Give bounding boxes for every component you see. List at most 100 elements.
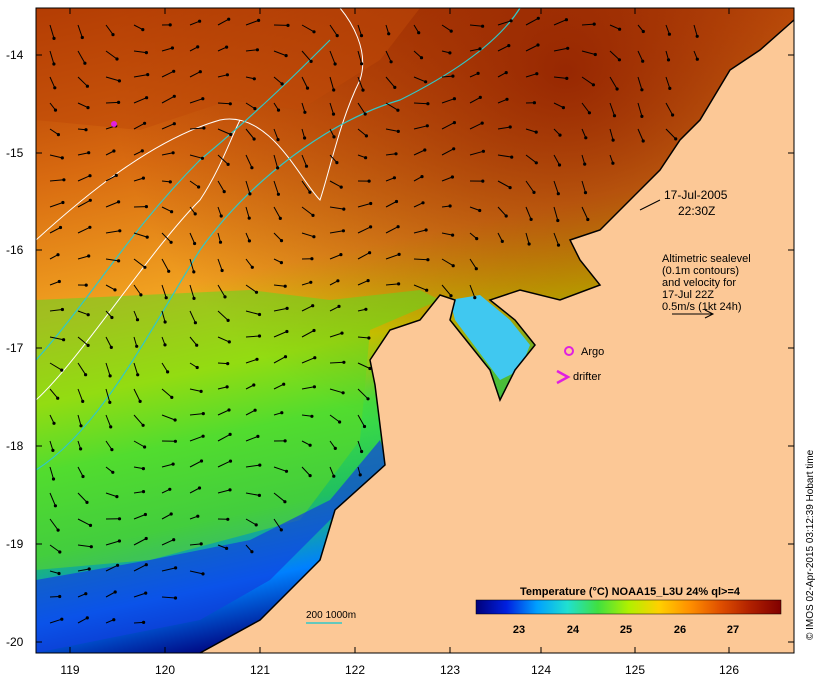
velocity-arrowhead xyxy=(60,368,64,372)
velocity-arrow xyxy=(133,24,144,31)
velocity-arrowhead xyxy=(250,550,254,554)
velocity-arrowhead xyxy=(283,439,287,443)
velocity-arrow xyxy=(105,388,111,403)
velocity-arrowhead xyxy=(138,399,142,403)
velocity-arrowhead xyxy=(88,174,92,178)
x-tick-label: 123 xyxy=(439,663,461,677)
velocity-arrowhead xyxy=(88,198,92,202)
velocity-arrowhead xyxy=(169,512,173,516)
velocity-arrow xyxy=(189,232,196,244)
velocity-arrowhead xyxy=(146,73,150,77)
velocity-arrow xyxy=(217,409,230,416)
velocity-arrow xyxy=(77,199,91,208)
velocity-arrow xyxy=(329,230,344,234)
velocity-arrow xyxy=(133,232,148,238)
velocity-arrow xyxy=(49,227,61,234)
velocity-arrow xyxy=(217,102,231,105)
velocity-arrow xyxy=(497,126,511,130)
velocity-arrowhead xyxy=(397,252,401,256)
velocity-arrow xyxy=(329,466,335,477)
velocity-arrow xyxy=(217,460,231,468)
velocity-arrow xyxy=(245,518,257,526)
velocity-arrow xyxy=(665,76,671,89)
velocity-arrowhead xyxy=(166,370,170,374)
velocity-arrowhead xyxy=(593,52,597,57)
velocity-arrowhead xyxy=(342,360,346,364)
velocity-arrow xyxy=(637,50,644,62)
velocity-arrow xyxy=(105,258,119,262)
velocity-arrow xyxy=(105,201,119,208)
velocity-arrowhead xyxy=(109,425,113,429)
velocity-arrowhead xyxy=(228,459,233,463)
velocity-arrow xyxy=(497,20,512,26)
velocity-arrow xyxy=(77,152,89,156)
velocity-arrowhead xyxy=(396,129,400,133)
velocity-arrowhead xyxy=(226,162,230,166)
velocity-arrow xyxy=(49,128,59,136)
velocity-arrowhead xyxy=(173,439,177,443)
velocity-arrow xyxy=(273,307,288,312)
velocity-arrowhead xyxy=(53,504,58,508)
velocity-arrowhead xyxy=(358,473,362,477)
velocity-arrowhead xyxy=(366,397,370,401)
velocity-arrowhead xyxy=(255,357,259,361)
velocity-arrowhead xyxy=(139,293,143,297)
velocity-arrowhead xyxy=(304,164,309,168)
velocity-arrow xyxy=(329,50,336,65)
velocity-arrow xyxy=(133,414,144,426)
velocity-arrowhead xyxy=(172,122,176,126)
velocity-arrow xyxy=(497,45,510,52)
velocity-arrowhead xyxy=(173,418,177,422)
velocity-arrow xyxy=(385,283,399,286)
velocity-arrow xyxy=(329,180,342,188)
velocity-arrowhead xyxy=(426,102,430,106)
velocity-arrowhead xyxy=(144,205,148,209)
velocity-arrowhead xyxy=(305,86,310,90)
velocity-arrow xyxy=(357,280,369,286)
velocity-arrowhead xyxy=(279,261,283,265)
velocity-arrowhead xyxy=(508,186,512,190)
velocity-arrowhead xyxy=(201,97,205,101)
altimetry-note-line: Altimetric sealevel xyxy=(662,253,751,265)
velocity-arrow xyxy=(133,621,144,624)
velocity-arrowhead xyxy=(173,596,178,600)
velocity-arrowhead xyxy=(510,155,514,159)
velocity-arrow xyxy=(609,24,620,30)
velocity-arrowhead xyxy=(108,400,112,404)
velocity-arrowhead xyxy=(170,395,174,399)
velocity-arrow xyxy=(301,102,306,113)
velocity-arrowhead xyxy=(617,58,622,62)
velocity-arrow xyxy=(357,440,363,452)
velocity-arrow xyxy=(441,284,452,297)
velocity-arrow xyxy=(105,336,112,348)
velocity-arrowhead xyxy=(504,71,508,75)
velocity-arrowhead xyxy=(225,73,229,77)
velocity-arrowhead xyxy=(448,51,452,55)
velocity-arrow xyxy=(553,19,567,26)
velocity-arrowhead xyxy=(145,235,149,239)
velocity-arrow xyxy=(133,177,144,182)
velocity-arrowhead xyxy=(333,62,337,66)
velocity-arrowhead xyxy=(53,108,58,112)
velocity-arrowhead xyxy=(117,517,122,521)
velocity-arrow xyxy=(413,125,428,130)
velocity-arrow xyxy=(329,414,340,423)
plot-area xyxy=(35,7,795,654)
velocity-arrow xyxy=(245,206,250,219)
velocity-arrow xyxy=(49,544,61,553)
velocity-arrowhead xyxy=(369,201,373,206)
velocity-arrow xyxy=(245,284,257,293)
velocity-arrowhead xyxy=(228,102,232,106)
velocity-arrowhead xyxy=(478,208,482,213)
velocity-arrow xyxy=(553,180,559,194)
velocity-arrowhead xyxy=(117,200,121,204)
velocity-arrowhead xyxy=(110,448,114,452)
velocity-arrow xyxy=(469,48,481,52)
velocity-arrow xyxy=(189,310,196,323)
altimetry-note-line: 17-Jul 22Z xyxy=(662,289,714,301)
velocity-arrowhead xyxy=(113,590,117,594)
velocity-arrow xyxy=(245,358,258,364)
velocity-arrowhead xyxy=(60,156,64,160)
velocity-arrowhead xyxy=(363,112,367,116)
